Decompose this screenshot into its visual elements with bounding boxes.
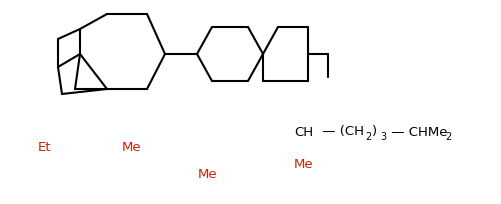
Text: 3: 3 — [380, 131, 386, 141]
Text: Et: Et — [38, 141, 52, 154]
Text: ): ) — [372, 125, 377, 138]
Text: — (CH: — (CH — [318, 125, 364, 138]
Text: — CHMe: — CHMe — [387, 125, 447, 138]
Text: 2: 2 — [365, 131, 371, 141]
Text: Me: Me — [122, 141, 142, 154]
Text: Me: Me — [294, 157, 314, 170]
Text: Me: Me — [198, 167, 218, 180]
Text: 2: 2 — [445, 131, 451, 141]
Text: CH: CH — [294, 125, 313, 138]
